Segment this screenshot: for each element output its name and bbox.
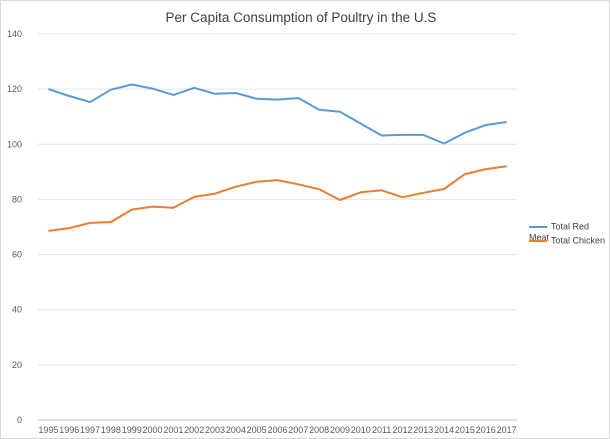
series-line-chicken <box>48 165 507 232</box>
y-tick-label: 120 <box>7 84 22 94</box>
legend-item-red-meat: Total Red Meat <box>529 221 609 242</box>
x-tick-label: 2007 <box>288 425 308 435</box>
x-tick-label: 2002 <box>184 425 204 435</box>
chart-title: Per Capita Consumption of Poultry in the… <box>165 10 437 25</box>
y-tick-label: 60 <box>12 250 22 260</box>
x-tick-label: 1996 <box>59 425 79 435</box>
x-tick-label: 2000 <box>143 425 163 435</box>
x-tick-label: 1997 <box>80 425 100 435</box>
legend-item-chicken: Total Chicken <box>529 235 605 246</box>
x-tick-label: 2006 <box>267 425 287 435</box>
legend-swatch-red-meat <box>529 225 547 228</box>
x-tick-label: 2004 <box>226 425 246 435</box>
legend-swatch-chicken <box>529 239 547 242</box>
y-tick-label: 140 <box>7 29 22 39</box>
x-tick-label: 2010 <box>351 425 371 435</box>
series-lines <box>48 83 507 232</box>
x-tick-label: 1995 <box>38 425 58 435</box>
x-tick-label: 2003 <box>205 425 225 435</box>
x-axis-ticks: 1995 1996 1997 1998 1999 2000 2001 2002 2003 2004… <box>38 425 516 435</box>
x-tick-label: 2001 <box>163 425 183 435</box>
y-tick-label: 80 <box>12 194 22 204</box>
y-tick-label: 40 <box>12 305 22 315</box>
x-tick-label: 2016 <box>476 425 496 435</box>
y-tick-label: 100 <box>7 139 22 149</box>
gridlines <box>38 33 517 421</box>
legend-label-red-meat: Total Red Meat <box>529 221 590 243</box>
x-tick-label: 2017 <box>497 425 517 435</box>
x-tick-label: 2014 <box>434 425 454 435</box>
legend-label-chicken: Total Chicken <box>551 235 606 246</box>
y-tick-label: 0 <box>17 415 22 425</box>
x-tick-label: 2005 <box>247 425 267 435</box>
x-tick-label: 2011 <box>372 425 391 435</box>
y-axis-ticks: 0 20 40 60 80 100 120 140 <box>7 29 22 425</box>
x-tick-label: 1998 <box>101 425 121 435</box>
series-line-red-meat <box>48 83 507 145</box>
y-tick-label: 20 <box>12 360 22 370</box>
x-tick-label: 2009 <box>330 425 350 435</box>
x-tick-label: 2008 <box>309 425 329 435</box>
x-tick-label: 2013 <box>413 425 433 435</box>
x-tick-label: 2012 <box>392 425 412 435</box>
x-tick-label: 1999 <box>122 425 142 435</box>
x-tick-label: 2015 <box>455 425 475 435</box>
